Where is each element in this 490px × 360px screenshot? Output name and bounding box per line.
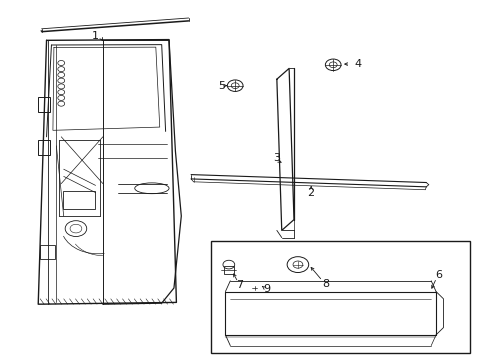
Text: 9: 9 bbox=[264, 284, 270, 294]
Text: 2: 2 bbox=[308, 188, 315, 198]
Bar bbox=[224, 266, 234, 274]
Text: 3: 3 bbox=[273, 153, 280, 163]
Bar bbox=[63, 191, 95, 209]
Bar bbox=[40, 245, 55, 259]
Text: 6: 6 bbox=[435, 270, 442, 280]
Text: 4: 4 bbox=[354, 59, 361, 69]
Text: 5: 5 bbox=[219, 81, 225, 91]
Text: 8: 8 bbox=[322, 279, 329, 289]
Text: 7: 7 bbox=[237, 280, 244, 291]
Text: 1: 1 bbox=[92, 31, 99, 41]
Bar bbox=[38, 140, 50, 155]
Bar bbox=[38, 97, 50, 112]
Bar bbox=[211, 241, 470, 353]
